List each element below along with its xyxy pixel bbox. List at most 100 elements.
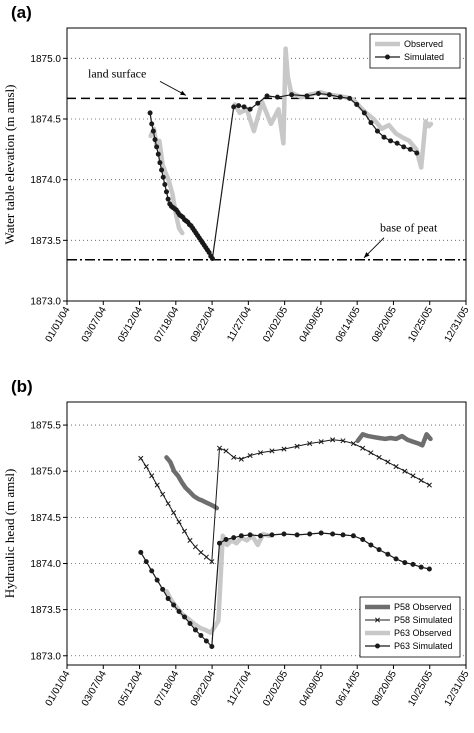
data-point — [426, 482, 432, 488]
data-point — [216, 445, 223, 451]
data-point — [138, 455, 144, 461]
data-point — [402, 468, 408, 474]
data-point — [354, 101, 360, 107]
y-tick-label: 1875.5 — [30, 421, 61, 432]
x-tick-label: 07/18/04 — [152, 305, 181, 345]
data-point — [159, 167, 165, 173]
data-point — [401, 144, 407, 150]
data-point — [231, 454, 237, 460]
x-tick-label: 01/01/04 — [44, 669, 73, 709]
data-point — [340, 438, 346, 444]
data-point — [155, 151, 161, 157]
data-point — [154, 482, 160, 488]
data-point — [238, 533, 244, 539]
x-tick-label: 11/27/04 — [225, 669, 254, 708]
series-line — [140, 439, 430, 563]
x-tick-label: 08/20/05 — [370, 669, 399, 709]
data-point — [330, 437, 336, 443]
data-point — [143, 559, 149, 565]
data-point — [304, 93, 310, 99]
y-tick-label: 1873.0 — [30, 297, 61, 308]
data-point — [376, 454, 382, 460]
data-point — [152, 137, 158, 143]
plot-frame — [66, 27, 467, 302]
data-point — [149, 121, 155, 127]
data-point — [350, 440, 356, 447]
data-point — [385, 551, 391, 557]
y-tick-label: 1875.0 — [30, 54, 61, 65]
x-tick-label: 10/25/05 — [406, 669, 435, 709]
data-point — [192, 544, 198, 550]
data-point — [247, 532, 253, 538]
reference-line-label: base of peat — [380, 221, 438, 235]
data-point — [384, 54, 390, 60]
data-point — [426, 566, 432, 572]
series-3 — [164, 531, 272, 635]
data-point — [209, 559, 215, 565]
y-tick-label: 1874.0 — [30, 175, 61, 186]
data-point — [281, 446, 287, 452]
data-point — [231, 104, 237, 110]
data-point — [163, 189, 169, 195]
y-tick-label: 1875.0 — [30, 467, 61, 478]
data-point — [157, 160, 163, 166]
x-tick-label: 03/07/04 — [80, 305, 109, 345]
series-line — [164, 455, 220, 511]
data-point — [281, 531, 287, 537]
data-point — [337, 94, 343, 100]
x-tick-label: 04/09/05 — [298, 669, 327, 709]
data-point — [407, 146, 413, 152]
data-point — [160, 491, 166, 497]
data-point — [360, 536, 366, 542]
y-axis-label: Hydraulic head (m amsl) — [2, 469, 17, 599]
data-point — [165, 196, 171, 202]
data-point — [388, 138, 394, 144]
data-point — [269, 532, 275, 538]
data-point — [247, 452, 253, 459]
series-2 — [138, 437, 432, 565]
legend: Observed Simulated — [369, 33, 461, 69]
data-point — [238, 456, 244, 462]
data-point — [198, 549, 204, 555]
y-tick-label: 1873.5 — [30, 605, 61, 616]
data-point — [171, 602, 177, 608]
data-point — [330, 531, 336, 537]
x-tick-label: 11/27/04 — [225, 305, 254, 344]
data-point — [160, 586, 166, 592]
x-tick-label: 05/12/04 — [116, 305, 145, 345]
y-tick-label: 1874.0 — [30, 559, 61, 570]
data-point — [374, 128, 380, 134]
series-line — [355, 432, 433, 448]
y-tick-label: 1874.5 — [30, 115, 61, 126]
legend-label: P58 Simulated — [394, 615, 453, 625]
data-point — [176, 519, 182, 525]
data-point — [368, 120, 374, 126]
data-point — [374, 617, 381, 623]
data-point — [315, 91, 321, 97]
data-point — [203, 554, 209, 560]
data-point — [418, 477, 424, 483]
series-4 — [138, 530, 432, 650]
data-point — [247, 106, 253, 112]
legend: P58 Observed P58 Simulated P63 Observed P63… — [359, 596, 461, 658]
annotation-arrowhead — [364, 252, 370, 258]
data-point — [154, 144, 160, 150]
data-point — [361, 110, 367, 116]
data-point — [368, 450, 374, 456]
data-point — [143, 464, 149, 470]
data-point — [241, 104, 247, 110]
x-tick-label: 12/31/05 — [443, 305, 472, 345]
data-point — [360, 445, 366, 451]
data-point — [381, 134, 387, 140]
data-point — [289, 92, 295, 98]
data-point — [182, 614, 188, 620]
data-point — [147, 110, 153, 116]
data-point — [176, 608, 182, 614]
data-point — [192, 627, 198, 633]
reference-line-label: land surface — [88, 66, 146, 80]
data-point — [223, 448, 229, 454]
data-point — [376, 547, 382, 553]
data-point — [393, 556, 399, 562]
data-point — [181, 528, 188, 534]
data-point — [402, 560, 408, 566]
